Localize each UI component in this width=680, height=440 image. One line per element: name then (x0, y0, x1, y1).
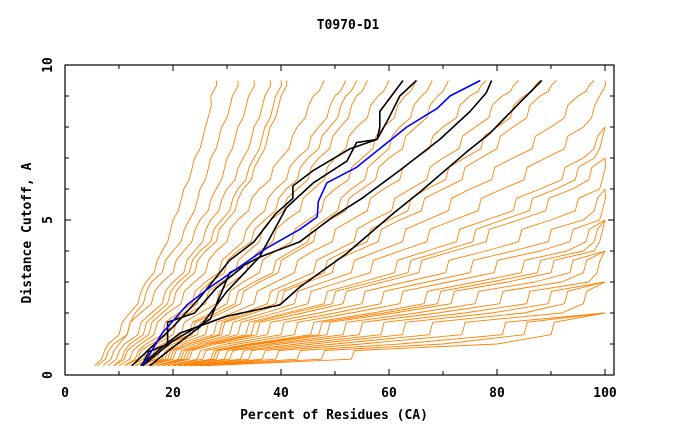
model-curve (205, 312, 606, 367)
y-tick-labels: 0 5 10 (41, 57, 56, 379)
y-tick-label: 0 (41, 371, 56, 379)
model-curve (151, 80, 557, 367)
model-curve (194, 312, 606, 367)
x-tick-label: 80 (489, 386, 505, 401)
model-curve (172, 219, 606, 367)
model-curve (113, 80, 282, 367)
highlighted-model-curve (142, 79, 481, 367)
model-curve (178, 250, 606, 367)
x-tick-label: 60 (381, 386, 397, 401)
model-curve (113, 80, 288, 367)
y-tick-label: 5 (41, 216, 56, 224)
y-tick-label: 10 (41, 57, 56, 73)
model-curve (189, 281, 606, 367)
reference-curve (149, 80, 493, 367)
model-curve (124, 80, 347, 367)
model-curve (107, 80, 272, 367)
model-curve (151, 80, 595, 367)
model-curve (145, 80, 519, 367)
model-curve (156, 80, 606, 367)
model-curve (145, 80, 487, 367)
x-tick-label: 20 (165, 386, 181, 401)
model-curve (183, 250, 606, 367)
model-curve (118, 80, 325, 367)
model-curve (135, 80, 390, 367)
series-layer (94, 79, 606, 367)
model-curve (135, 80, 433, 367)
x-tick-labels: 0 20 40 60 80 100 (61, 386, 617, 401)
x-tick-label: 0 (61, 386, 69, 401)
model-curve (145, 80, 541, 367)
reference-curve (142, 79, 418, 367)
x-axis-label: Percent of Residues (CA) (240, 408, 428, 423)
model-curve (189, 281, 606, 367)
model-curve (172, 219, 606, 367)
model-curve (199, 312, 606, 367)
model-curve (156, 126, 606, 367)
model-curve (178, 250, 606, 367)
model-curve (167, 188, 606, 367)
model-curve (140, 80, 417, 367)
y-axis-label: Distance Cutoff, A (20, 162, 35, 303)
x-tick-label: 40 (273, 386, 289, 401)
x-tick-label: 100 (593, 386, 617, 401)
reference-curve (140, 265, 244, 367)
model-curve (94, 80, 218, 367)
model-curve (102, 80, 239, 367)
axis-ticks (64, 64, 614, 376)
model-curve (162, 157, 606, 367)
model-curve (156, 126, 606, 367)
model-curve (162, 157, 606, 367)
chart-title: T0970-D1 (317, 18, 380, 33)
model-curve (183, 281, 606, 367)
model-curve (140, 80, 449, 367)
reference-curve (140, 79, 543, 367)
model-curve (172, 219, 606, 367)
model-curve (167, 188, 606, 367)
